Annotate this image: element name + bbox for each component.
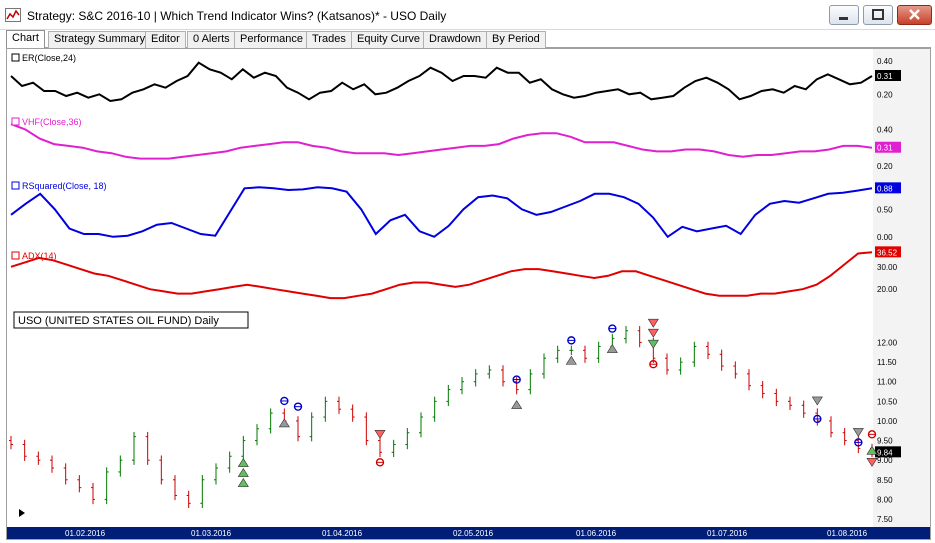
pane-tick-0-1: 0.20 bbox=[877, 90, 893, 99]
short-cover-icon bbox=[511, 400, 523, 409]
symbol-title-box bbox=[13, 311, 249, 329]
last-value-label-3: 36.52 bbox=[877, 248, 898, 257]
exit-signal-icon bbox=[813, 414, 822, 424]
pane-label-1: VHF(Close,36) bbox=[22, 117, 82, 127]
tab-alerts[interactable]: 0 Alerts bbox=[187, 31, 236, 48]
pane-label-3: ADX(14) bbox=[22, 251, 57, 261]
tab-chart[interactable]: Chart bbox=[6, 30, 45, 48]
chart-canvas[interactable]: ER(Close,24) 0.40 0.20 0.31 VHF(Close,36) 0.4… bbox=[7, 49, 930, 539]
buy-signal-icon bbox=[237, 478, 249, 487]
tab-strip: Chart Strategy Summary Editor 0 Alerts P… bbox=[6, 30, 931, 48]
maximize-icon bbox=[872, 9, 884, 20]
exit-signal-icon bbox=[293, 402, 303, 411]
exit-signal-icon bbox=[854, 438, 863, 447]
tab-strategy-summary[interactable]: Strategy Summary bbox=[48, 31, 152, 48]
last-value-box-1 bbox=[875, 141, 901, 153]
pane-label-0: ER(Close,24) bbox=[22, 53, 76, 63]
date-tick-1: 01.03.2016 bbox=[191, 529, 232, 538]
exit-signal-icon bbox=[649, 360, 658, 369]
close-button[interactable] bbox=[897, 5, 932, 25]
sell-signal-icon bbox=[647, 318, 659, 328]
price-tick-5: 9.50 bbox=[877, 437, 893, 446]
short-entry-icon bbox=[852, 428, 864, 437]
exit-signal-icon bbox=[608, 324, 617, 333]
tab-equity-curve[interactable]: Equity Curve bbox=[351, 31, 426, 48]
indicator-line-0 bbox=[10, 61, 873, 103]
minimize-icon bbox=[839, 17, 848, 20]
date-tick-0: 01.02.2016 bbox=[65, 529, 106, 538]
buy-signal-icon bbox=[866, 445, 878, 455]
buy-signal-icon bbox=[237, 458, 249, 467]
exit-signal-icon bbox=[512, 375, 521, 384]
last-value-label-1: 0.31 bbox=[877, 144, 893, 153]
minimize-button[interactable] bbox=[829, 5, 859, 25]
last-price-box bbox=[875, 446, 901, 458]
pane-label-2: RSquared(Close, 18) bbox=[22, 181, 107, 191]
price-tick-6: 9.00 bbox=[877, 456, 893, 465]
short-entry-icon bbox=[811, 396, 823, 406]
last-value-box-0 bbox=[875, 70, 901, 81]
sell-signal-icon bbox=[374, 430, 386, 439]
tab-performance[interactable]: Performance bbox=[234, 31, 309, 48]
tab-trades[interactable]: Trades bbox=[306, 31, 352, 48]
tab-editor[interactable]: Editor bbox=[145, 31, 186, 48]
last-price-label: 9.84 bbox=[877, 448, 893, 457]
pane-tick-3-1: 20.00 bbox=[877, 285, 898, 294]
maximize-button[interactable] bbox=[863, 5, 893, 25]
pane-tick-0-0: 0.40 bbox=[877, 57, 893, 66]
sell-signal-icon bbox=[866, 458, 878, 467]
buy-signal-icon bbox=[237, 468, 249, 477]
last-value-box-2 bbox=[875, 182, 901, 194]
wealth-lab-app-icon bbox=[5, 8, 21, 22]
price-tick-3: 10.50 bbox=[877, 397, 898, 406]
indicator-line-2 bbox=[10, 186, 873, 239]
pane-tick-3-0: 30.00 bbox=[877, 263, 898, 272]
date-tick-2: 01.04.2016 bbox=[322, 529, 363, 538]
close-icon bbox=[909, 9, 920, 20]
exit-signal-icon bbox=[567, 336, 576, 345]
pane-collapse-icon-0 bbox=[11, 53, 20, 62]
price-tick-9: 7.50 bbox=[877, 515, 893, 524]
price-tick-8: 8.00 bbox=[877, 495, 893, 504]
tab-drawdown[interactable]: Drawdown bbox=[423, 31, 487, 48]
price-tick-1: 11.50 bbox=[877, 358, 897, 367]
exit-signal-icon bbox=[375, 458, 385, 467]
sell-signal-icon bbox=[647, 328, 659, 338]
pane-tick-1-0: 0.40 bbox=[877, 126, 893, 135]
short-cover-icon bbox=[565, 355, 577, 365]
symbol-title: USO (UNITED STATES OIL FUND) Daily bbox=[18, 315, 219, 327]
pane-tick-2-0: 0.50 bbox=[877, 205, 893, 214]
indicator-line-1 bbox=[10, 123, 873, 160]
pane-tick-1-1: 0.20 bbox=[877, 162, 893, 171]
short-cover-icon bbox=[606, 344, 618, 353]
date-tick-5: 01.07.2016 bbox=[707, 529, 748, 538]
price-tick-7: 8.50 bbox=[877, 476, 893, 485]
pane-collapse-icon-1 bbox=[11, 117, 20, 126]
price-tick-4: 10.00 bbox=[877, 417, 898, 426]
last-value-box-3 bbox=[875, 246, 901, 258]
exit-signal-icon bbox=[867, 430, 877, 439]
window-title: Strategy: S&C 2016-10 | Which Trend Indi… bbox=[27, 9, 447, 23]
date-tick-6: 01.08.2016 bbox=[827, 529, 868, 538]
pane-collapse-icon-3 bbox=[11, 251, 20, 260]
chart-area[interactable]: ER(Close,24) 0.40 0.20 0.31 VHF(Close,36) 0.4… bbox=[6, 48, 931, 540]
title-bar: Strategy: S&C 2016-10 | Which Trend Indi… bbox=[0, 0, 935, 30]
pane-tick-2-1: 0.00 bbox=[877, 233, 893, 242]
pane-collapse-icon-2 bbox=[11, 181, 20, 190]
scroll-play-icon bbox=[19, 509, 25, 517]
price-tick-2: 11.00 bbox=[877, 378, 897, 387]
indicator-line-3 bbox=[10, 251, 873, 300]
exit-signal-icon bbox=[280, 396, 289, 406]
short-cover-icon bbox=[278, 418, 290, 428]
date-tick-4: 01.06.2016 bbox=[576, 529, 617, 538]
last-value-label-0: 0.31 bbox=[877, 72, 893, 81]
date-tick-3: 02.05.2016 bbox=[453, 529, 494, 538]
price-tick-0: 12.00 bbox=[877, 339, 898, 348]
tab-by-period[interactable]: By Period bbox=[486, 31, 546, 48]
date-axis-band bbox=[7, 527, 930, 539]
last-value-label-2: 0.88 bbox=[877, 184, 893, 193]
sell-signal-icon bbox=[647, 339, 659, 349]
